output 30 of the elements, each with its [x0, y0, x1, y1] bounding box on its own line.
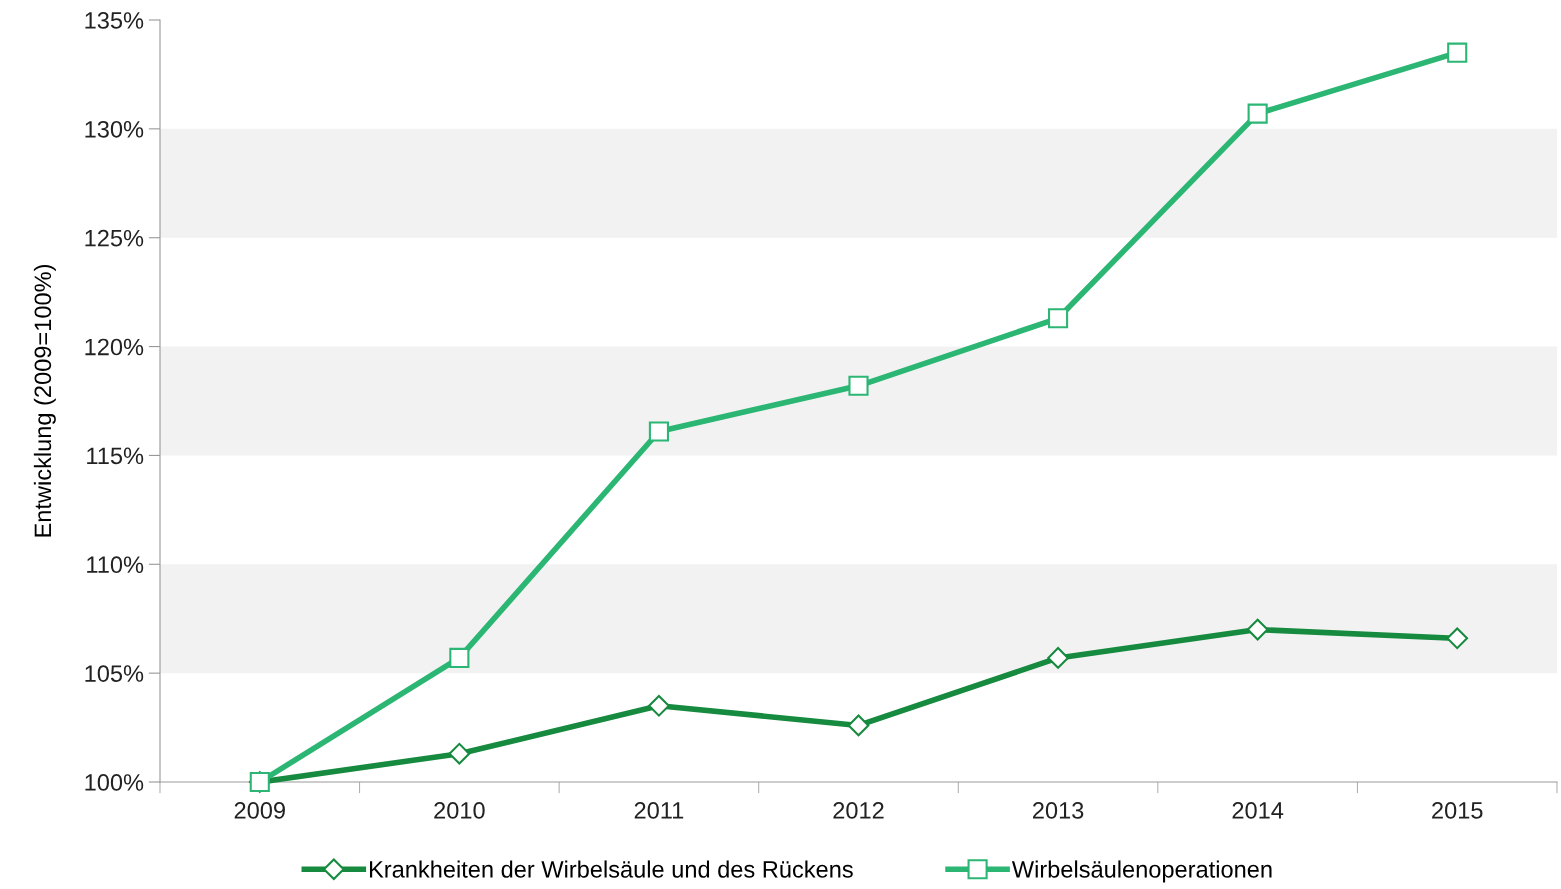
y-tick-label: 100%: [85, 774, 144, 791]
y-tick-label: 120%: [85, 338, 144, 356]
x-tick-label: 2012: [833, 802, 884, 819]
y-tick-label: 135%: [85, 12, 144, 29]
y-tick-label: 130%: [85, 120, 144, 138]
y-tick-label: 105%: [85, 665, 144, 682]
legend-label: Krankheiten der Wirbelsäule und des Rückens: [369, 860, 853, 878]
point: [848, 375, 869, 396]
point: [1446, 627, 1469, 650]
point: [648, 694, 670, 717]
y-tick-label: 125%: [85, 229, 144, 247]
point: [449, 647, 470, 668]
point: [1246, 618, 1269, 641]
x-tick-label: 2013: [1033, 802, 1084, 819]
x-tick-label: 2015: [1432, 802, 1483, 819]
point: [448, 742, 471, 765]
point: [1447, 42, 1468, 63]
y-tick-label: 115%: [87, 447, 144, 465]
point: [1048, 308, 1069, 329]
x-tick-label: 2014: [1232, 802, 1284, 819]
point: [1247, 103, 1268, 124]
x-tick-label: 2011: [634, 802, 684, 819]
point: [1047, 647, 1069, 669]
legend-label: Wirbelsäulenoperationen: [1011, 860, 1272, 883]
x-tick-label: 2010: [434, 802, 485, 819]
y-axis-title: Entwicklung (2009=100%): [33, 264, 56, 537]
x-tick-label: 2009: [234, 802, 285, 819]
point: [648, 421, 669, 442]
point: [847, 714, 870, 737]
y-tick-label: 110%: [87, 556, 144, 574]
